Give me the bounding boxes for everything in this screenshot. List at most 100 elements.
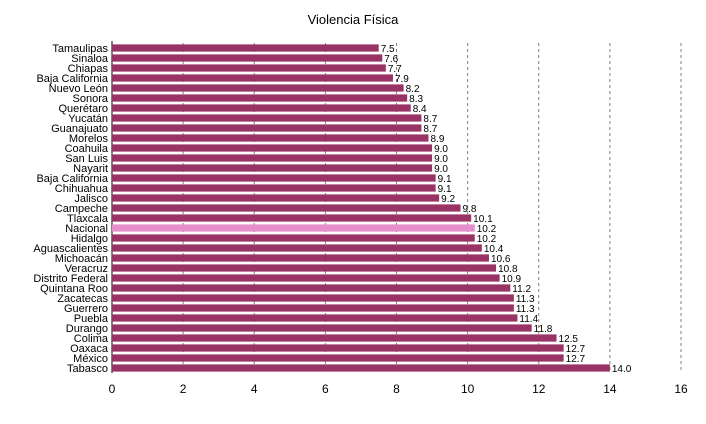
label-layer: Tamaulipas 7.5 Sinaloa 7.6 Chiapas 7.7 Baja Ca… (33, 43, 631, 375)
category-label: Sonora (73, 93, 109, 105)
value-label: 9.0 (434, 144, 448, 155)
bar (112, 134, 429, 142)
bar (112, 204, 461, 212)
value-label: 12.7 (566, 354, 586, 365)
category-label: Zacatecas (57, 293, 108, 305)
value-label: 10.4 (484, 244, 504, 255)
bar (112, 324, 532, 332)
value-label: 7.7 (388, 64, 402, 75)
x-tick-label: 4 (251, 382, 258, 396)
value-label: 8.3 (409, 94, 423, 105)
x-tick-label: 0 (109, 382, 116, 396)
value-label: 9.2 (441, 194, 455, 205)
value-label: 10.8 (498, 264, 518, 275)
bar (112, 84, 404, 92)
bar (112, 364, 610, 372)
bar (112, 214, 472, 222)
category-label: Oaxaca (70, 343, 109, 355)
value-label: 10.1 (473, 214, 493, 225)
value-label: 10.6 (491, 254, 511, 265)
bar-highlight (112, 224, 475, 232)
bar (112, 334, 557, 342)
value-label: 8.4 (413, 104, 427, 115)
bar (112, 64, 386, 72)
bar (112, 234, 475, 242)
x-tick-label: 14 (603, 382, 617, 396)
bar (112, 244, 482, 252)
category-label: Tlaxcala (67, 213, 109, 225)
x-tick-label: 8 (393, 382, 400, 396)
category-label: Nayarit (73, 163, 108, 175)
category-label: Guerrero (64, 303, 108, 315)
bar (112, 294, 514, 302)
category-label: Chiapas (68, 63, 109, 75)
value-label: 9.0 (434, 164, 448, 175)
category-label: Colima (74, 333, 109, 345)
category-label: Jalisco (74, 193, 108, 205)
category-label: Morelos (69, 133, 109, 145)
value-label: 11.3 (516, 294, 535, 305)
x-tick-label: 6 (322, 382, 329, 396)
x-tick-label: 10 (461, 382, 475, 396)
value-label: 9.0 (434, 154, 448, 165)
bar (112, 124, 422, 132)
value-label: 7.6 (384, 54, 398, 65)
value-label: 14.0 (612, 364, 632, 375)
category-label: Yucatán (68, 113, 108, 125)
bar (112, 74, 393, 82)
bar (112, 114, 422, 122)
category-label: Durango (66, 323, 108, 335)
category-label: Coahuila (65, 143, 109, 155)
bar (112, 174, 436, 182)
value-label: 8.9 (431, 134, 445, 145)
value-label: 8.7 (423, 114, 437, 125)
category-label: Baja California (36, 73, 108, 85)
category-label: Aguascalientes (33, 243, 108, 255)
value-label: 8.2 (406, 84, 420, 95)
x-tick-label: 16 (674, 382, 688, 396)
category-label: Distrito Federal (33, 273, 108, 285)
value-label: 7.9 (395, 74, 409, 85)
value-label: 11.2 (512, 284, 531, 295)
bar (112, 184, 436, 192)
bar (112, 304, 514, 312)
bar (112, 54, 383, 62)
bar-layer (112, 44, 610, 372)
value-label: 11.8 (534, 324, 553, 335)
bar (112, 164, 433, 172)
category-label: Nuevo León (49, 83, 108, 95)
value-label: 11.3 (516, 304, 535, 315)
value-label: 11.4 (519, 314, 538, 325)
value-label: 9.8 (463, 204, 477, 215)
category-label: Tabasco (67, 363, 108, 375)
category-label: Hidalgo (71, 233, 108, 245)
category-label: Nacional (65, 223, 108, 235)
chart-title: Violencia Física (308, 12, 400, 27)
bar (112, 154, 433, 162)
category-label: Michoacán (55, 253, 108, 265)
value-label: 9.1 (438, 174, 452, 185)
bar (112, 194, 440, 202)
category-label: Campeche (55, 203, 108, 215)
category-label: México (73, 353, 108, 365)
category-label: Querétaro (58, 103, 108, 115)
bar (112, 354, 564, 362)
category-label: Sinaloa (71, 53, 109, 65)
bar (112, 264, 497, 272)
bar (112, 344, 564, 352)
category-label: Guanajuato (51, 123, 108, 135)
x-tick-label: 12 (532, 382, 546, 396)
category-label: Veracruz (65, 263, 108, 275)
category-label: San Luis (65, 153, 108, 165)
category-label: Baja California (36, 173, 108, 185)
value-label: 12.7 (566, 344, 586, 355)
category-label: Chihuahua (55, 183, 109, 195)
bar (112, 44, 379, 52)
x-tick-label: 2 (180, 382, 187, 396)
value-label: 12.5 (559, 334, 579, 345)
bar (112, 284, 511, 292)
value-label: 10.2 (477, 234, 497, 245)
value-label: 9.1 (438, 184, 452, 195)
